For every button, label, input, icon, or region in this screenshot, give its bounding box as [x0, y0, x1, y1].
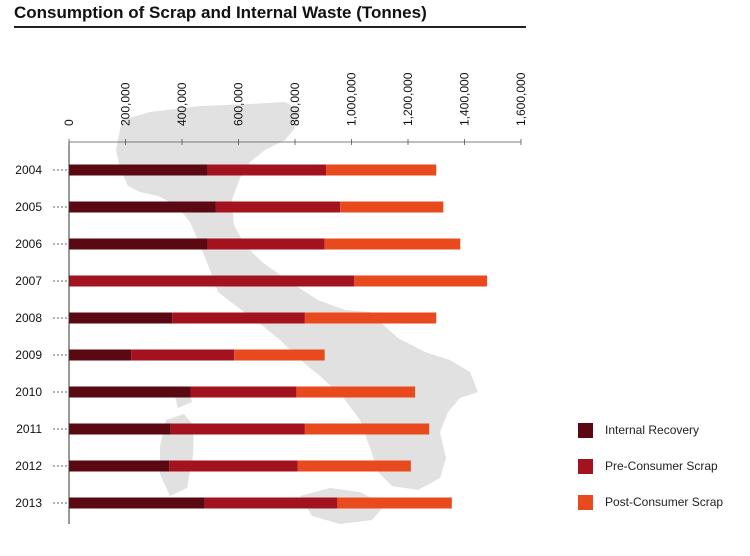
x-tick-label: 800,000: [288, 82, 302, 126]
category-label-2008: 2008: [15, 311, 42, 325]
legend-label-post-consumer-scrap: Post-Consumer Scrap: [605, 495, 724, 509]
bar-2004-post-consumer-scrap: [326, 164, 437, 176]
x-tick-label: 0: [62, 119, 76, 126]
bar-2006-pre-consumer-scrap: [207, 238, 325, 250]
legend-swatch-pre-consumer-scrap: [578, 458, 593, 474]
category-label-2009: 2009: [15, 348, 42, 362]
category-label-2011: 2011: [16, 422, 42, 436]
x-tick-label: 1,600,000: [514, 72, 528, 126]
x-tick-label: 600,000: [232, 82, 246, 126]
labels-layer: 2004 2005 2006 2007 2008 2009 2010 2011 2012 2013…: [15, 72, 528, 510]
bar-2006-internal-recovery: [69, 238, 208, 250]
bar-2011-internal-recovery: [69, 423, 171, 435]
bar-2006-post-consumer-scrap: [324, 238, 461, 250]
x-tick-label: 1,000,000: [345, 72, 359, 126]
category-label-2012: 2012: [15, 459, 42, 473]
category-label-2010: 2010: [15, 385, 42, 399]
legend-item-internal-recovery: Internal Recovery: [578, 420, 699, 440]
bar-2007-pre-consumer-scrap: [69, 275, 355, 287]
bar-2011-post-consumer-scrap: [304, 423, 430, 435]
category-label-2004: 2004: [15, 163, 42, 177]
bar-2009-internal-recovery: [69, 349, 132, 361]
x-tick-label: 400,000: [175, 82, 189, 126]
bar-2005-pre-consumer-scrap: [215, 201, 341, 213]
x-tick-label: 1,200,000: [401, 72, 415, 126]
bar-2008-internal-recovery: [69, 312, 173, 324]
bar-2012-post-consumer-scrap: [297, 460, 411, 472]
bar-2013-post-consumer-scrap: [337, 497, 452, 509]
legend-item-post-consumer-scrap: Post-Consumer Scrap: [578, 492, 723, 512]
bar-2013-internal-recovery: [69, 497, 205, 509]
x-tick-label: 200,000: [119, 82, 133, 126]
legend-swatch-post-consumer-scrap: [578, 494, 593, 510]
bar-2005-post-consumer-scrap: [340, 201, 444, 213]
bar-2011-pre-consumer-scrap: [170, 423, 305, 435]
bar-2005-internal-recovery: [69, 201, 216, 213]
bar-2012-internal-recovery: [69, 460, 170, 472]
bar-2012-pre-consumer-scrap: [169, 460, 298, 472]
category-label-2007: 2007: [15, 274, 42, 288]
bar-2008-pre-consumer-scrap: [172, 312, 305, 324]
bar-2004-internal-recovery: [69, 164, 208, 176]
legend-label-pre-consumer-scrap: Pre-Consumer Scrap: [605, 459, 718, 473]
bar-2010-post-consumer-scrap: [296, 386, 416, 398]
bars-layer: [69, 164, 488, 509]
bar-2009-pre-consumer-scrap: [131, 349, 235, 361]
bar-2013-pre-consumer-scrap: [204, 497, 338, 509]
bar-2008-post-consumer-scrap: [304, 312, 437, 324]
legend-label-internal-recovery: Internal Recovery: [605, 423, 700, 437]
bar-2009-post-consumer-scrap: [234, 349, 325, 361]
bar-2004-pre-consumer-scrap: [207, 164, 327, 176]
bar-2010-pre-consumer-scrap: [190, 386, 297, 398]
category-label-2005: 2005: [15, 200, 42, 214]
chart-title: Consumption of Scrap and Internal Waste …: [14, 3, 427, 22]
x-tick-label: 1,400,000: [458, 72, 472, 126]
legend-item-pre-consumer-scrap: Pre-Consumer Scrap: [578, 456, 718, 476]
bar-2010-internal-recovery: [69, 386, 191, 398]
category-label-2013: 2013: [15, 496, 42, 510]
legend-swatch-internal-recovery: [578, 422, 593, 438]
bar-2007-post-consumer-scrap: [354, 275, 488, 287]
category-label-2006: 2006: [15, 237, 42, 251]
axes-layer: [53, 139, 522, 524]
title-underline: [14, 26, 526, 28]
